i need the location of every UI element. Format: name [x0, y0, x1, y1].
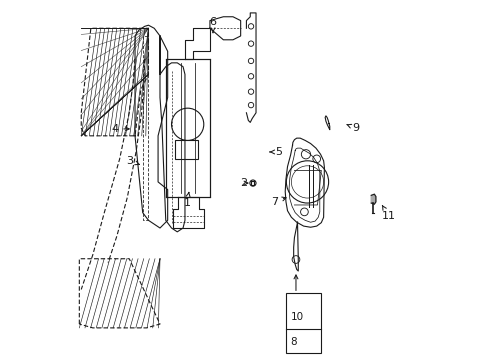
Text: 5: 5: [269, 147, 282, 157]
Polygon shape: [370, 194, 375, 204]
Text: 1: 1: [183, 192, 190, 208]
Text: 4: 4: [111, 124, 129, 134]
Bar: [165, 59, 209, 197]
Text: 10: 10: [290, 312, 303, 322]
Text: 11: 11: [381, 206, 395, 221]
Text: 2: 2: [240, 178, 247, 188]
Text: 6: 6: [209, 17, 216, 33]
Bar: [285, 293, 320, 353]
Text: 3: 3: [126, 156, 139, 166]
Bar: [175, 140, 198, 159]
Text: 7: 7: [270, 197, 285, 207]
Text: 9: 9: [346, 123, 359, 133]
Text: 8: 8: [290, 337, 297, 347]
